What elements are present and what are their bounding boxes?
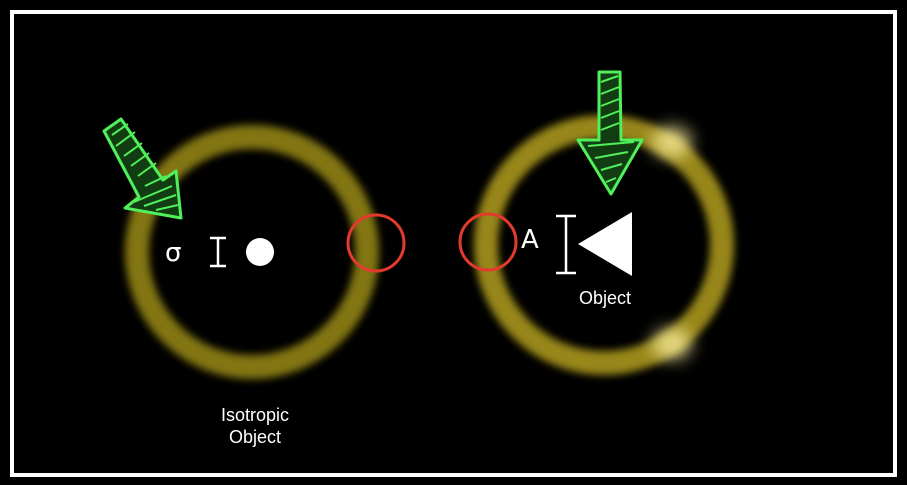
object-label: Object bbox=[578, 288, 632, 308]
isotropic-object-label: Isotropic Object bbox=[190, 404, 320, 448]
arrow-down-icon bbox=[576, 70, 644, 196]
arrow-down-right-icon bbox=[102, 117, 183, 220]
dot-icon bbox=[246, 238, 274, 266]
diagram-frame bbox=[10, 10, 897, 477]
left-ring bbox=[125, 125, 379, 379]
right-ring-bright-spot-bottom bbox=[652, 328, 692, 360]
size-bar-icon bbox=[210, 236, 226, 268]
isotropic-label-line2: Object bbox=[228, 427, 282, 447]
left-red-circle bbox=[346, 213, 406, 273]
right-ring-bright-spot-top bbox=[652, 126, 692, 158]
sigma-symbol: σ bbox=[165, 238, 182, 268]
triangle-left-icon bbox=[578, 212, 632, 276]
isotropic-label-line1: Isotropic bbox=[220, 405, 290, 425]
right-red-circle bbox=[458, 212, 518, 272]
a-symbol: A bbox=[521, 225, 539, 255]
size-bar-icon bbox=[556, 214, 576, 275]
